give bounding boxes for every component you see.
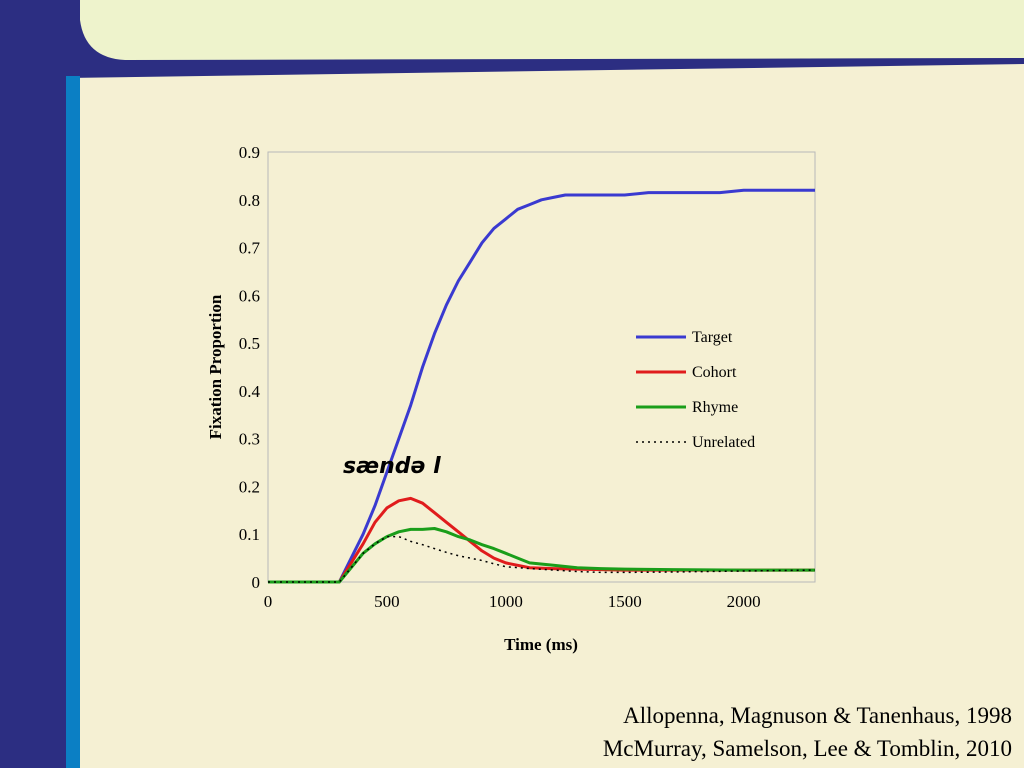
legend-label-rhyme: Rhyme	[692, 399, 738, 416]
citation-1: Allopenna, Magnuson & Tanenhaus, 1998	[623, 703, 1012, 728]
x-axis-ticks: 0 500 1000 1500 2000	[264, 592, 761, 611]
y-tick-label: 0.3	[239, 430, 260, 449]
y-tick-label: 0.6	[239, 286, 260, 305]
header-panel	[80, 0, 1024, 60]
x-tick-label: 0	[264, 592, 273, 611]
chart-legend: Target Cohort Rhyme Unrelated	[636, 329, 755, 451]
y-tick-label: 0.4	[239, 382, 261, 401]
x-tick-label: 1500	[608, 592, 642, 611]
series-line-rhyme	[268, 527, 815, 584]
y-axis-label: Fixation Proportion	[206, 294, 225, 439]
y-tick-label: 0.5	[239, 334, 260, 353]
series-lines	[268, 188, 816, 584]
sidebar-dark-band	[0, 0, 66, 768]
y-tick-label: 0	[252, 573, 261, 592]
y-tick-label: 0.8	[239, 191, 260, 210]
plot-area	[267, 151, 816, 583]
legend-label-target: Target	[692, 329, 733, 346]
chart-annotation: sændə l	[343, 454, 441, 479]
y-tick-label: 0.1	[239, 525, 260, 544]
x-tick-label: 1000	[489, 592, 523, 611]
citation-2: McMurray, Samelson, Lee & Tomblin, 2010	[602, 736, 1012, 761]
y-axis-ticks: 0 0.1 0.2 0.3 0.4 0.5 0.6 0.7 0.8 0.9	[239, 143, 261, 592]
y-tick-label: 0.7	[239, 239, 261, 258]
sidebar-light-band	[66, 76, 80, 768]
x-tick-label: 500	[374, 592, 400, 611]
series-line-unrelated	[268, 535, 816, 583]
legend-label-unrelated: Unrelated	[692, 434, 755, 451]
series-line-target	[268, 188, 815, 584]
y-tick-label: 0.9	[239, 143, 260, 162]
x-axis-label: Time (ms)	[504, 635, 578, 654]
legend-label-cohort: Cohort	[692, 364, 737, 381]
y-tick-label: 0.2	[239, 477, 260, 496]
x-tick-label: 2000	[727, 592, 761, 611]
